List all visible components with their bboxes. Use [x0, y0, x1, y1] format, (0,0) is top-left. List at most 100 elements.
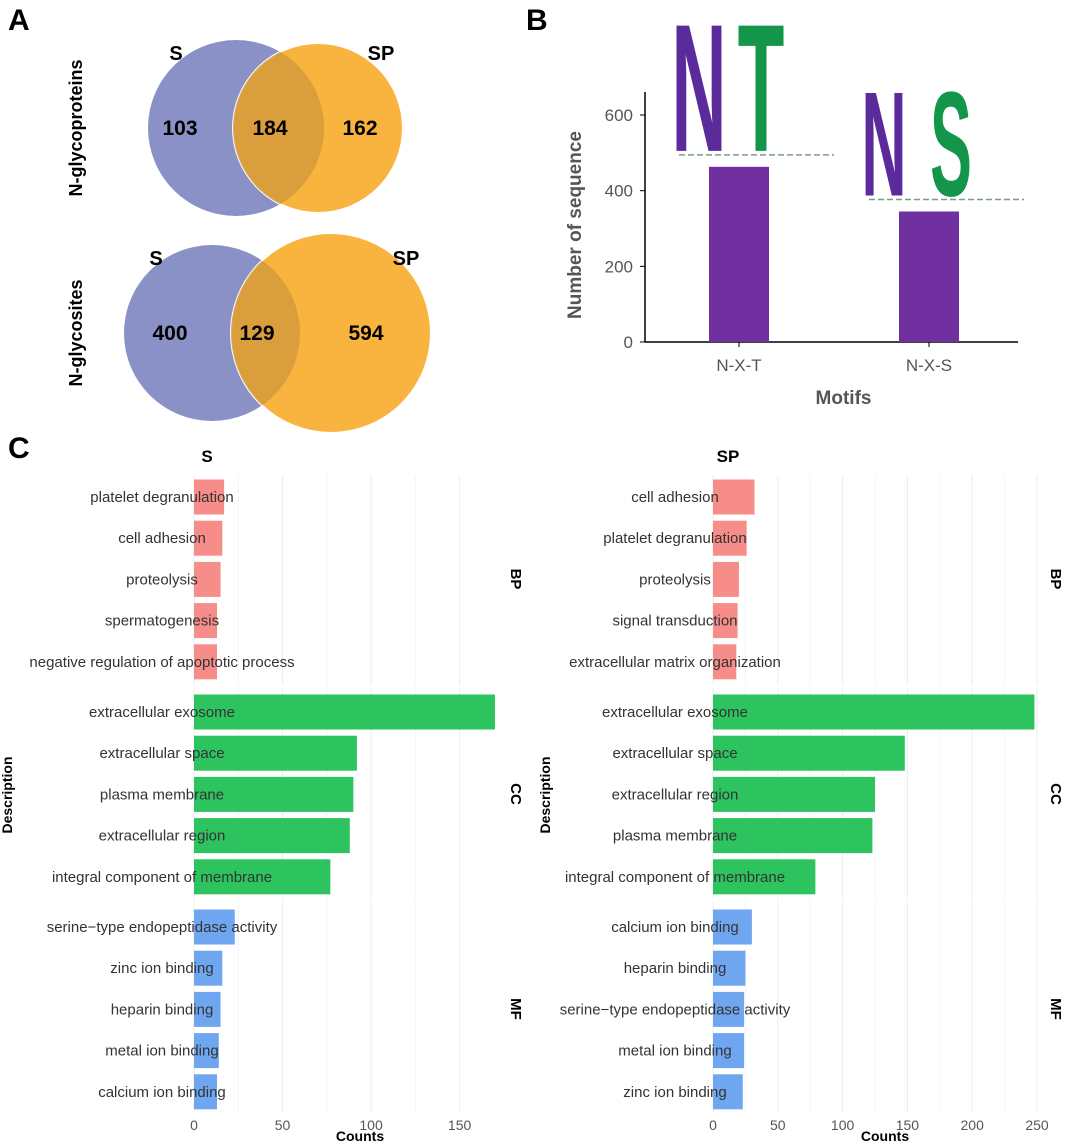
term-label: negative regulation of apoptotic process — [29, 654, 294, 671]
bar — [194, 1033, 219, 1069]
y-axis-title: Description — [537, 756, 553, 833]
x-tick-label: 0 — [709, 1117, 717, 1133]
term-label: integral component of membrane — [52, 869, 272, 886]
bar — [713, 1033, 745, 1069]
facet-label: BP — [1047, 569, 1064, 590]
bar — [899, 211, 959, 342]
venn-overlap — [230, 260, 300, 406]
bar — [194, 991, 221, 1027]
term-label: platelet degranulation — [90, 489, 233, 506]
y-axis-title: Number of sequence — [565, 131, 586, 319]
term-label: zinc ion binding — [110, 960, 213, 977]
x-tick-label: 50 — [770, 1117, 786, 1133]
bar — [194, 950, 223, 986]
term-label: heparin binding — [624, 960, 727, 977]
term-label: metal ion binding — [618, 1043, 731, 1060]
term-label: extracellular exosome — [602, 704, 748, 721]
bar — [713, 479, 755, 515]
bar — [194, 818, 350, 854]
count-overlap: 129 — [239, 322, 274, 345]
set-label-s: S — [149, 248, 162, 270]
y-tick-label: 400 — [605, 182, 633, 201]
term-label: proteolysis — [639, 571, 711, 588]
venn-overlap — [232, 51, 324, 205]
set-label-s: S — [169, 43, 182, 65]
term-label: signal transduction — [612, 613, 737, 630]
chart-title: SP — [717, 447, 740, 466]
term-label: extracellular exosome — [89, 704, 235, 721]
x-axis-title: Counts — [336, 1128, 384, 1143]
y-axis-title: Description — [0, 756, 15, 833]
bar — [713, 776, 875, 812]
term-label: serine−type endopeptidase activity — [560, 1001, 791, 1018]
bar — [194, 1074, 218, 1110]
venn-glycosites: N-glycosites S SP 400 129 594 — [66, 232, 432, 434]
term-label: spermatogenesis — [105, 613, 219, 630]
term-label: extracellular space — [612, 745, 737, 762]
bar — [194, 909, 235, 945]
y-tick-label: 0 — [624, 333, 633, 352]
x-tick-label: 0 — [190, 1117, 198, 1133]
term-label: metal ion binding — [105, 1043, 218, 1060]
count-only-s: 400 — [152, 322, 187, 345]
bar — [713, 735, 905, 771]
venn-glycoproteins: N-glycoproteins S SP 103 184 162 — [66, 40, 404, 216]
motif-letter: N — [861, 62, 906, 228]
bar — [194, 694, 495, 730]
panel-label-a: A — [8, 4, 30, 37]
bar — [194, 776, 354, 812]
x-tick-label: 200 — [961, 1117, 985, 1133]
term-label: platelet degranulation — [603, 530, 746, 547]
term-label: extracellular space — [99, 745, 224, 762]
term-label: extracellular matrix organization — [569, 654, 781, 671]
x-axis-title: Counts — [861, 1128, 909, 1143]
count-overlap: 184 — [252, 117, 287, 140]
x-tick-label: N-X-T — [716, 356, 761, 375]
bar — [713, 603, 738, 639]
count-only-sp: 594 — [348, 322, 383, 345]
term-label: cell adhesion — [118, 530, 206, 547]
motif-letter: S — [930, 62, 972, 228]
x-tick-label: 150 — [448, 1117, 472, 1133]
bar — [713, 694, 1035, 730]
panel-label-b: B — [526, 4, 548, 37]
bar — [194, 644, 218, 680]
motif-letter: T — [738, 0, 785, 190]
term-label: plasma membrane — [100, 786, 224, 803]
x-tick-label: 100 — [359, 1117, 383, 1133]
term-label: cell adhesion — [631, 489, 719, 506]
panel-label-c: C — [8, 432, 30, 465]
set-label-sp: SP — [368, 43, 395, 65]
bar — [713, 950, 746, 986]
y-tick-label: 600 — [605, 106, 633, 125]
count-only-sp: 162 — [342, 117, 377, 140]
term-label: plasma membrane — [613, 828, 737, 845]
facet-label: MF — [1047, 998, 1064, 1020]
bar — [713, 818, 873, 854]
bar — [713, 520, 747, 556]
bar — [713, 1074, 743, 1110]
term-label: integral component of membrane — [565, 869, 785, 886]
x-axis-title: Motifs — [816, 388, 872, 409]
term-label: calcium ion binding — [98, 1084, 226, 1101]
venn-title: N-glycoproteins — [66, 59, 86, 196]
y-tick-label: 200 — [605, 257, 633, 276]
x-tick-label: 50 — [275, 1117, 291, 1133]
bar — [194, 479, 225, 515]
bar — [194, 603, 218, 639]
facet-label: CC — [1047, 783, 1064, 805]
term-label: serine−type endopeptidase activity — [47, 919, 278, 936]
count-only-s: 103 — [162, 117, 197, 140]
bar — [713, 909, 752, 945]
venn-title: N-glycosites — [66, 279, 86, 386]
bar — [194, 520, 223, 556]
go-chart-sp: 0 50 100 150 200 250 cell adhesion platelet deg… — [537, 447, 1064, 1143]
term-label: extracellular region — [99, 828, 226, 845]
bar — [713, 561, 739, 597]
x-tick-label: N-X-S — [906, 356, 952, 375]
go-chart-s: 0 50 100 150 platelet degranulation cell adhe… — [0, 447, 524, 1143]
facet-label: BP — [507, 569, 524, 590]
motif-letter: N — [671, 0, 726, 190]
